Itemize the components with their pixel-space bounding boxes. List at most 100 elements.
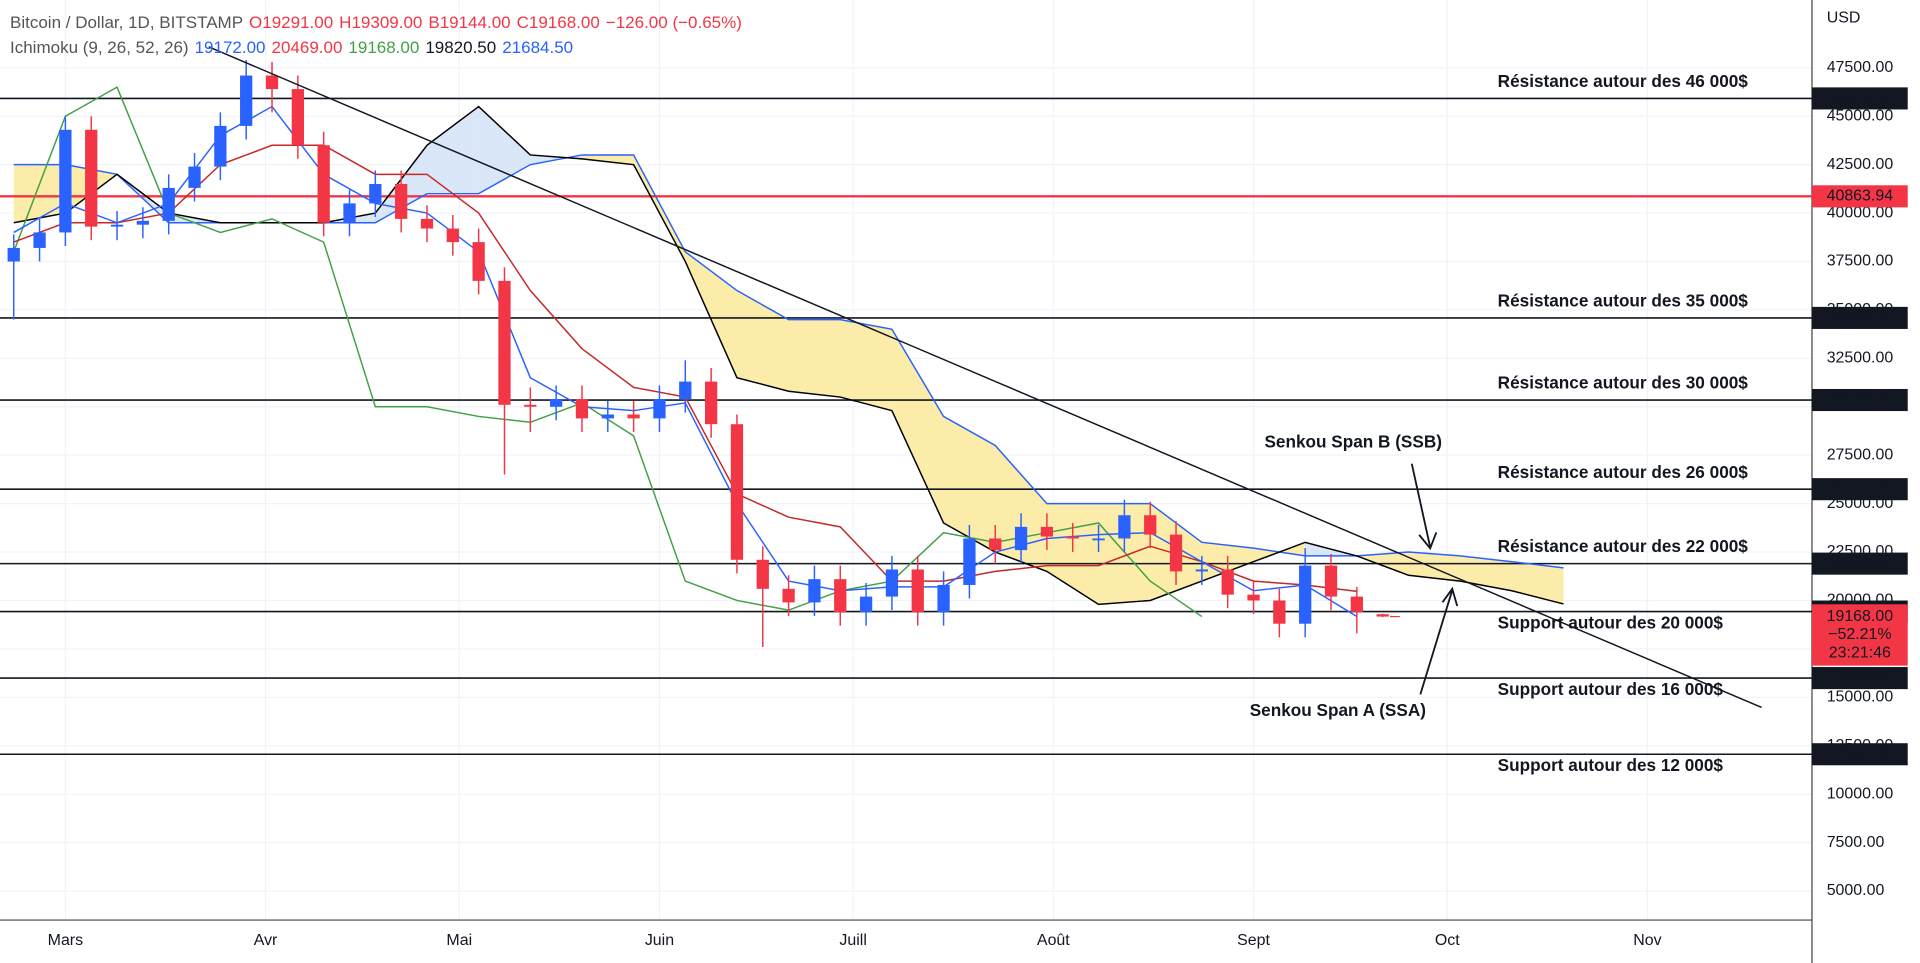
candle-body xyxy=(1040,526,1054,537)
candle-body xyxy=(498,280,511,405)
last-change: −52.21% xyxy=(1828,626,1891,643)
cloud xyxy=(581,154,634,165)
price-box xyxy=(1811,667,1908,690)
candle-body xyxy=(1014,526,1028,551)
plot-layer xyxy=(0,46,1812,756)
x-tick-label: Juill xyxy=(839,932,866,949)
grid-layer xyxy=(0,0,1813,963)
x-tick-label: Juin xyxy=(645,932,674,949)
candle-body xyxy=(369,184,382,204)
candle-body xyxy=(7,247,20,262)
y-tick-label: 7500.00 xyxy=(1827,834,1885,851)
y-tick-label: 45000.00 xyxy=(1827,107,1894,124)
indicator-value: 21684.50 xyxy=(502,38,574,57)
candle-body xyxy=(1092,538,1105,541)
cloud xyxy=(788,319,841,398)
candle-body xyxy=(343,203,356,223)
candle-body xyxy=(33,232,46,248)
level-annotation: Support autour des 20 000$ xyxy=(1498,612,1724,632)
level-annotation: Résistance autour des 30 000$ xyxy=(1498,373,1749,393)
candle-body xyxy=(782,588,795,603)
legend-row: Ichimoku (9, 26, 52, 26) 19172.00 20469.00… xyxy=(10,35,748,60)
legend-row: Bitcoin / Dollar, 1D, BITSTAMP O19291.00 H… xyxy=(10,10,748,35)
price-box xyxy=(1811,388,1908,412)
indicator: Ichimoku (9, 26, 52, 26) xyxy=(10,38,189,57)
y-tick-label: 47500.00 xyxy=(1827,59,1894,76)
candle-body xyxy=(188,166,201,188)
cloud xyxy=(323,213,376,223)
candle-body xyxy=(1350,596,1363,613)
price-box xyxy=(1811,185,1908,208)
candle-body xyxy=(989,538,1002,551)
x-tick-label: Mars xyxy=(48,932,83,949)
arrow-head xyxy=(1418,532,1438,551)
symbol: Bitcoin / Dollar, 1D, BITSTAMP xyxy=(10,13,244,32)
price-box-label: 15992.87 xyxy=(1827,669,1894,686)
arrow xyxy=(1419,589,1454,695)
y-tick-label: 40000.00 xyxy=(1827,204,1894,221)
price-box-label: 21901.97 xyxy=(1827,555,1894,572)
cloud xyxy=(840,319,892,411)
annotation-ssb: Senkou Span B (SSB) xyxy=(1264,431,1442,451)
candle-body xyxy=(730,424,744,560)
y-tick-label: 37500.00 xyxy=(1827,253,1894,270)
price-box-label: 25744.75 xyxy=(1827,480,1894,497)
cloud xyxy=(685,251,737,378)
x-tick-label: Nov xyxy=(1633,932,1661,949)
candle-body xyxy=(420,218,434,229)
x-tick-label: Sept xyxy=(1237,932,1270,949)
level-annotation: Résistance autour des 22 000$ xyxy=(1498,536,1749,556)
candle-body xyxy=(549,399,563,407)
y-tick-label: 15000.00 xyxy=(1827,689,1894,706)
label-layer: USD Senkou Span B (SSB) Senkou Span A (S… xyxy=(48,10,1908,949)
cloud xyxy=(736,290,789,392)
ohlc: O19291.00 xyxy=(249,13,334,32)
cloud xyxy=(1460,555,1512,591)
candle-body xyxy=(1169,534,1183,572)
last-price: 19168.00 xyxy=(1827,608,1894,625)
candle-body xyxy=(110,224,124,227)
price-box xyxy=(1811,743,1908,766)
candle-body xyxy=(1324,565,1338,597)
candle-body xyxy=(1221,569,1234,595)
ohlc: H19309.00 xyxy=(339,13,423,32)
price-box xyxy=(1811,87,1908,110)
cloud xyxy=(13,164,66,223)
y-tick-label: 32500.00 xyxy=(1827,350,1894,367)
candle-body xyxy=(1299,565,1312,624)
y-tick-label: 27500.00 xyxy=(1827,446,1894,463)
candle-body xyxy=(937,584,950,613)
candle-body xyxy=(834,579,847,613)
indicator-value: 19168.00 xyxy=(348,38,420,57)
indicator-value: 20469.00 xyxy=(271,38,343,57)
cloud xyxy=(168,213,221,223)
candle-body xyxy=(317,145,330,223)
candle-body xyxy=(136,220,150,225)
indicator-value: 19172.00 xyxy=(194,38,266,57)
candle-body xyxy=(627,414,640,419)
legend: Bitcoin / Dollar, 1D, BITSTAMP O19291.00 H… xyxy=(10,10,748,60)
candle-body xyxy=(291,89,304,146)
candle-body xyxy=(885,569,899,597)
change: −126.00 (−0.65%) xyxy=(605,13,742,32)
level-annotation: Résistance autour des 35 000$ xyxy=(1498,290,1749,310)
x-tick-label: Août xyxy=(1037,932,1070,949)
cloud xyxy=(633,154,686,262)
price-box xyxy=(1811,552,1908,575)
countdown: 23:21:46 xyxy=(1829,645,1891,662)
candle-body xyxy=(1118,515,1131,539)
level-annotation: Résistance autour des 46 000$ xyxy=(1498,71,1749,91)
candle-body xyxy=(240,75,253,126)
candle-body xyxy=(1195,569,1209,572)
currency: USD xyxy=(1827,10,1861,27)
candle-body xyxy=(446,228,459,243)
price-box-label: 34587.48 xyxy=(1827,309,1894,326)
price-box-label: 30348.43 xyxy=(1827,391,1894,408)
ohlc: C19168.00 xyxy=(516,13,600,32)
candle-body xyxy=(859,596,873,613)
candle-body xyxy=(1247,594,1260,601)
price-box-label: 12060.48 xyxy=(1827,745,1894,762)
trendline xyxy=(208,46,1762,709)
candle-body xyxy=(1376,614,1389,617)
